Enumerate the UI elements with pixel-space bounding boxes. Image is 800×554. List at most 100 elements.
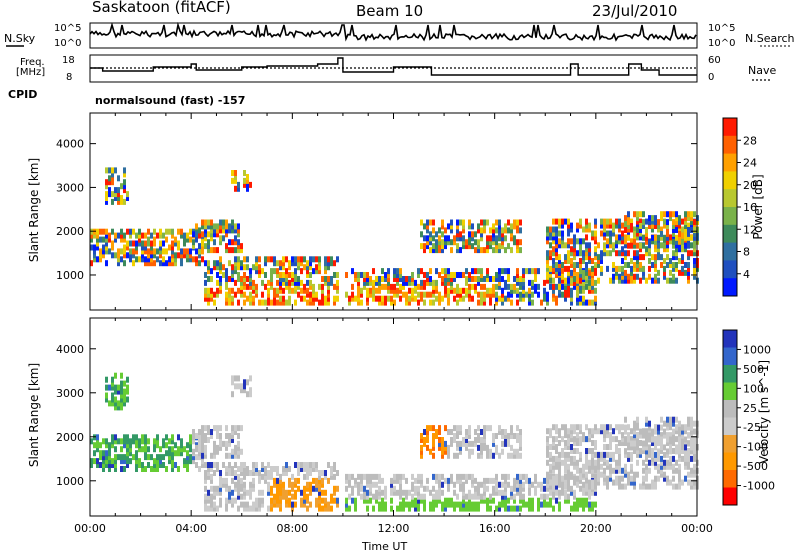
velocity-cell <box>96 458 99 465</box>
power-cell <box>357 295 360 302</box>
power-cell <box>480 283 483 290</box>
velocity-cell <box>108 466 111 472</box>
velocity-cell <box>507 452 510 459</box>
velocity-cell <box>591 428 594 435</box>
velocity-cell <box>483 437 486 443</box>
power-cell <box>279 276 282 282</box>
velocity-cell <box>522 481 525 488</box>
power-cell <box>255 260 258 267</box>
power-cell <box>513 223 516 230</box>
power-cell <box>330 279 333 286</box>
power-cell <box>618 273 621 280</box>
power-cell <box>480 299 483 306</box>
velocity-cell <box>297 462 300 468</box>
velocity-cell <box>633 444 636 451</box>
power-cell <box>456 235 459 242</box>
power-cell <box>558 291 561 298</box>
power-cell <box>171 228 174 235</box>
power-cell <box>471 283 474 290</box>
velocity-cell <box>168 438 171 445</box>
power-cell <box>144 244 147 251</box>
power-cell <box>405 279 408 286</box>
velocity-cell <box>543 477 546 484</box>
velocity-cell <box>252 485 255 492</box>
power-cell <box>438 272 441 278</box>
velocity-cell <box>231 489 234 496</box>
power-cell <box>657 242 660 249</box>
power-cell <box>231 247 234 254</box>
power-cell <box>522 279 525 286</box>
power-cell <box>570 250 573 257</box>
power-cell <box>195 236 198 243</box>
power-cell <box>210 268 213 275</box>
power-cell <box>132 240 135 247</box>
power-cell <box>240 276 243 282</box>
velocity-cell <box>267 473 270 480</box>
velocity-cell <box>336 501 339 508</box>
velocity-cell <box>366 489 369 496</box>
velocity-cell <box>666 463 669 470</box>
power-cell <box>519 239 522 246</box>
velocity-cell <box>249 391 252 398</box>
power-cell <box>171 256 174 263</box>
velocity-cell <box>471 481 474 488</box>
velocity-cell <box>225 497 228 504</box>
power-cell <box>681 265 684 272</box>
power-cell <box>594 295 597 302</box>
power-cell <box>108 175 111 182</box>
power-cell <box>582 279 585 286</box>
velocity-cell <box>687 459 690 466</box>
power-cell <box>552 238 555 245</box>
power-cell <box>552 258 555 264</box>
velocity-cell <box>102 454 105 461</box>
velocity-cell <box>363 497 366 504</box>
velocity-cell <box>117 388 120 395</box>
velocity-cell <box>489 505 492 512</box>
velocity-cell <box>399 477 402 484</box>
power-cell <box>609 277 612 284</box>
power-cell <box>183 232 186 239</box>
velocity-cell <box>366 497 369 504</box>
power-cell <box>546 258 549 264</box>
velocity-cell <box>267 470 270 476</box>
velocity-cell <box>519 437 522 443</box>
velocity-cell <box>453 481 456 488</box>
power-cell <box>282 264 285 271</box>
velocity-cell <box>381 489 384 496</box>
velocity-cell <box>654 436 657 443</box>
power-cell <box>651 238 654 245</box>
velocity-cell <box>528 481 531 488</box>
power-cell <box>327 299 330 306</box>
power-cell <box>231 227 234 234</box>
power-cell <box>96 232 99 239</box>
power-cell <box>357 287 360 294</box>
velocity-cell <box>153 466 156 472</box>
power-cell <box>306 279 309 286</box>
power-cell <box>420 283 423 290</box>
power-cell <box>498 247 501 254</box>
power-cell <box>627 223 630 229</box>
power-cell <box>99 228 102 235</box>
velocity-cell <box>666 436 669 443</box>
power-cell <box>273 268 276 275</box>
velocity-cell <box>189 438 192 445</box>
power-cell <box>501 299 504 306</box>
velocity-cell <box>435 477 438 484</box>
velocity-cell <box>633 440 636 447</box>
velocity-cell <box>582 481 585 488</box>
velocity-cell <box>552 485 555 492</box>
power-cell <box>207 287 210 294</box>
power-cell <box>534 272 537 278</box>
power-cell <box>597 262 600 268</box>
power-cell <box>441 247 444 254</box>
power-cell <box>531 299 534 306</box>
velocity-cell <box>240 448 243 455</box>
velocity-cell <box>492 437 495 443</box>
velocity-cell <box>684 475 687 482</box>
power-cell <box>531 268 534 275</box>
velocity-cell <box>411 501 414 508</box>
velocity-cell <box>402 497 405 504</box>
velocity-cell <box>189 434 192 441</box>
velocity-cell <box>573 501 576 508</box>
power-cell <box>204 235 207 242</box>
